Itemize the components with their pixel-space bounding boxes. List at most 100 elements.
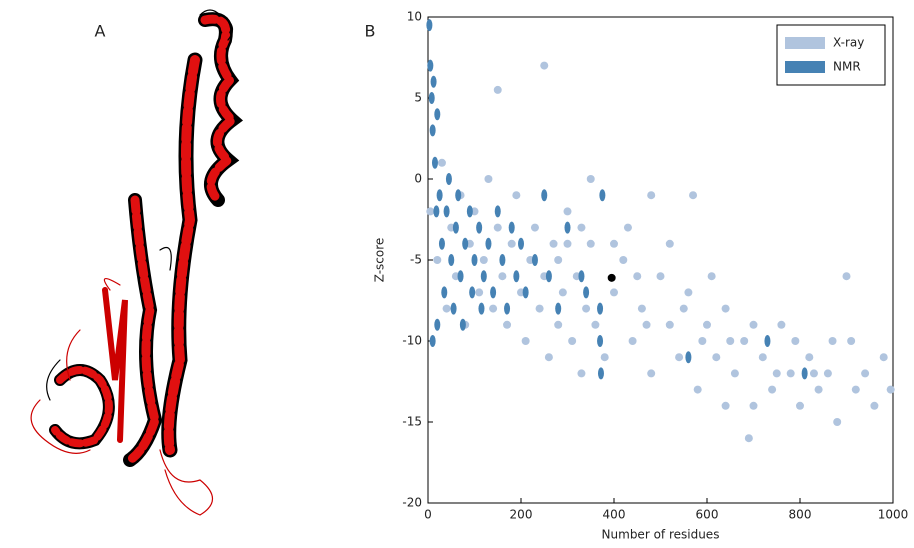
- point: [512, 191, 520, 199]
- point: [433, 205, 439, 217]
- point: [633, 272, 641, 280]
- point: [722, 402, 730, 410]
- point: [448, 254, 454, 266]
- point: [694, 386, 702, 394]
- point: [499, 254, 505, 266]
- point: [852, 386, 860, 394]
- point: [610, 288, 618, 296]
- point: [559, 288, 567, 296]
- point: [476, 222, 482, 234]
- point: [495, 205, 501, 217]
- point: [536, 305, 544, 313]
- point: [643, 321, 651, 329]
- point: [619, 256, 627, 264]
- point: [494, 224, 502, 232]
- point: [431, 76, 437, 88]
- point: [480, 256, 488, 264]
- point: [578, 270, 584, 282]
- y-tick-label: -10: [402, 334, 422, 348]
- point: [434, 108, 440, 120]
- point: [726, 337, 734, 345]
- point: [833, 418, 841, 426]
- point: [750, 402, 758, 410]
- point: [427, 60, 433, 72]
- point: [601, 353, 609, 361]
- x-tick-label: 1000: [878, 508, 909, 522]
- point: [494, 86, 502, 94]
- point: [577, 369, 585, 377]
- legend-label: X-ray: [833, 36, 864, 50]
- point: [731, 369, 739, 377]
- point: [444, 205, 450, 217]
- point: [532, 254, 538, 266]
- point: [712, 353, 720, 361]
- point: [429, 92, 435, 104]
- point: [745, 434, 753, 442]
- point: [490, 286, 496, 298]
- point: [426, 207, 434, 215]
- point: [599, 189, 605, 201]
- point: [647, 369, 655, 377]
- point: [438, 159, 446, 167]
- point: [708, 272, 716, 280]
- y-tick-label: 5: [414, 91, 422, 105]
- point: [451, 303, 457, 315]
- point: [591, 321, 599, 329]
- point: [485, 238, 491, 250]
- point: [455, 189, 461, 201]
- point: [740, 337, 748, 345]
- y-tick-label: -20: [402, 496, 422, 510]
- point: [887, 386, 895, 394]
- point: [787, 369, 795, 377]
- point: [513, 270, 519, 282]
- point: [629, 337, 637, 345]
- y-tick-label: -5: [410, 253, 422, 267]
- point: [777, 321, 785, 329]
- x-tick-label: 600: [696, 508, 719, 522]
- point: [498, 272, 506, 280]
- point: [462, 238, 468, 250]
- point: [805, 353, 813, 361]
- point: [764, 335, 770, 347]
- point: [564, 240, 572, 248]
- x-tick-label: 400: [603, 508, 626, 522]
- legend-label: NMR: [833, 60, 861, 74]
- point: [675, 353, 683, 361]
- point: [443, 305, 451, 313]
- point: [759, 353, 767, 361]
- point: [484, 175, 492, 183]
- point: [522, 337, 530, 345]
- point: [582, 305, 590, 313]
- point: [518, 238, 524, 250]
- point: [458, 270, 464, 282]
- point: [478, 303, 484, 315]
- point: [722, 305, 730, 313]
- point: [870, 402, 878, 410]
- panel-label: B: [365, 22, 376, 41]
- y-axis-label: Z-score: [373, 238, 387, 283]
- point: [768, 386, 776, 394]
- x-axis-label: Number of residues: [602, 528, 720, 542]
- point: [446, 173, 452, 185]
- point: [481, 270, 487, 282]
- point: [432, 157, 438, 169]
- point: [565, 222, 571, 234]
- point: [657, 272, 665, 280]
- highlight-point: [608, 274, 616, 282]
- point: [469, 286, 475, 298]
- point: [545, 353, 553, 361]
- point: [508, 240, 516, 248]
- point: [433, 256, 441, 264]
- y-tick-label: -15: [402, 415, 422, 429]
- point: [540, 62, 548, 70]
- point: [509, 222, 515, 234]
- y-tick-label: 10: [407, 10, 422, 24]
- point: [597, 303, 603, 315]
- point: [703, 321, 711, 329]
- point: [587, 175, 595, 183]
- point: [434, 319, 440, 331]
- point: [583, 286, 589, 298]
- point: [460, 319, 466, 331]
- point: [689, 191, 697, 199]
- point: [426, 19, 432, 31]
